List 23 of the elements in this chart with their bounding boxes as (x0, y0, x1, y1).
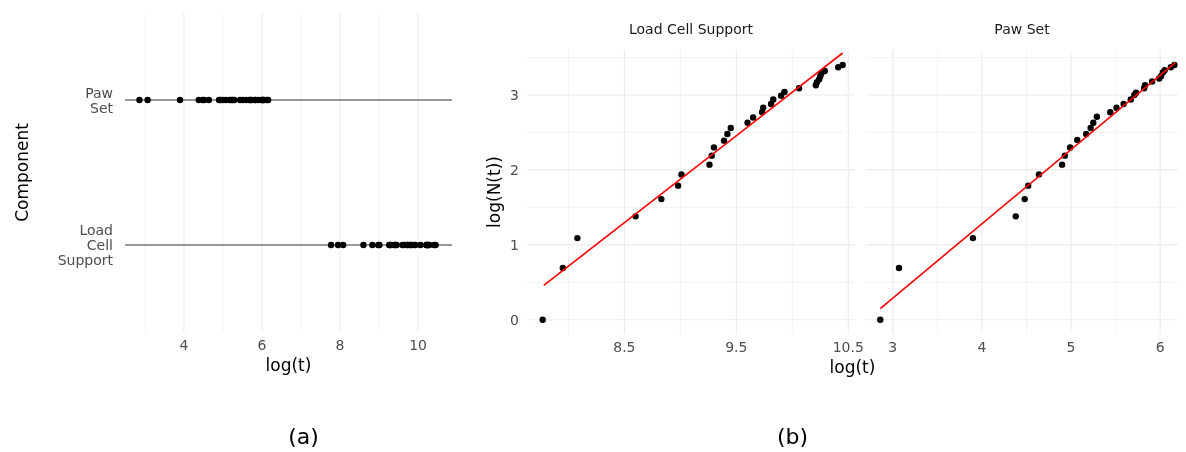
chart-title: Load Cell Support (629, 21, 754, 37)
x-tick-label: 4 (179, 337, 189, 353)
y-axis-title: Component (12, 122, 32, 222)
y-tick-label: 0 (510, 311, 519, 328)
x-tick-label: 9.5 (725, 339, 748, 355)
x-axis-title: log(t) (829, 357, 876, 377)
text: (a) (288, 424, 319, 449)
x-tick-label: 4 (977, 339, 987, 355)
x-tick-label: 3 (888, 339, 898, 355)
x-tick-label: 10.5 (832, 339, 864, 355)
x-tick-label: 6 (257, 337, 267, 353)
x-tick-label: 5 (1066, 339, 1076, 355)
x-tick-label: 8.5 (613, 339, 636, 355)
y-tick-label: 3 (510, 86, 519, 103)
y-tick-label: 1 (510, 236, 519, 253)
x-tick-label: 8 (335, 337, 345, 353)
text: (b) (776, 424, 809, 449)
x-tick-label: 10 (409, 337, 427, 353)
x-tick-label: 6 (1155, 339, 1165, 355)
chart-title: Paw Set (994, 21, 1051, 37)
y-tick-label: 2 (510, 161, 519, 178)
y-axis-title: log(N(t)) (484, 156, 504, 228)
x-axis-title: log(t) (265, 355, 312, 375)
